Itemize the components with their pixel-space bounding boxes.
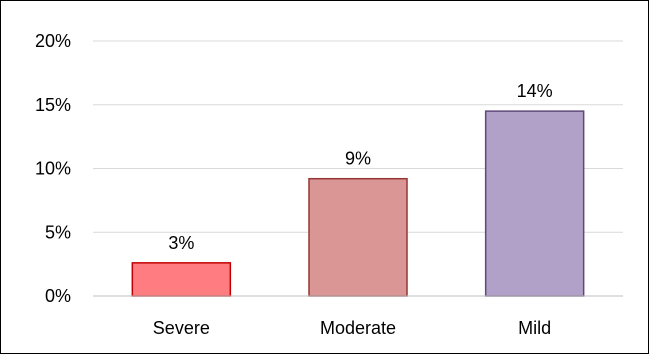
y-tick-label: 0% <box>45 286 71 306</box>
data-label: 3% <box>168 233 194 253</box>
bar <box>484 110 585 297</box>
y-tick-label: 5% <box>45 222 71 242</box>
category-label: Mild <box>518 318 551 338</box>
y-tick-label: 15% <box>35 95 71 115</box>
category-label: Severe <box>153 318 210 338</box>
y-tick-label: 20% <box>35 31 71 51</box>
category-label: Moderate <box>320 318 396 338</box>
data-label: 9% <box>345 149 371 169</box>
y-tick-label: 10% <box>35 159 71 179</box>
data-label: 14% <box>517 81 553 101</box>
bar <box>131 262 232 297</box>
bar <box>308 177 408 297</box>
